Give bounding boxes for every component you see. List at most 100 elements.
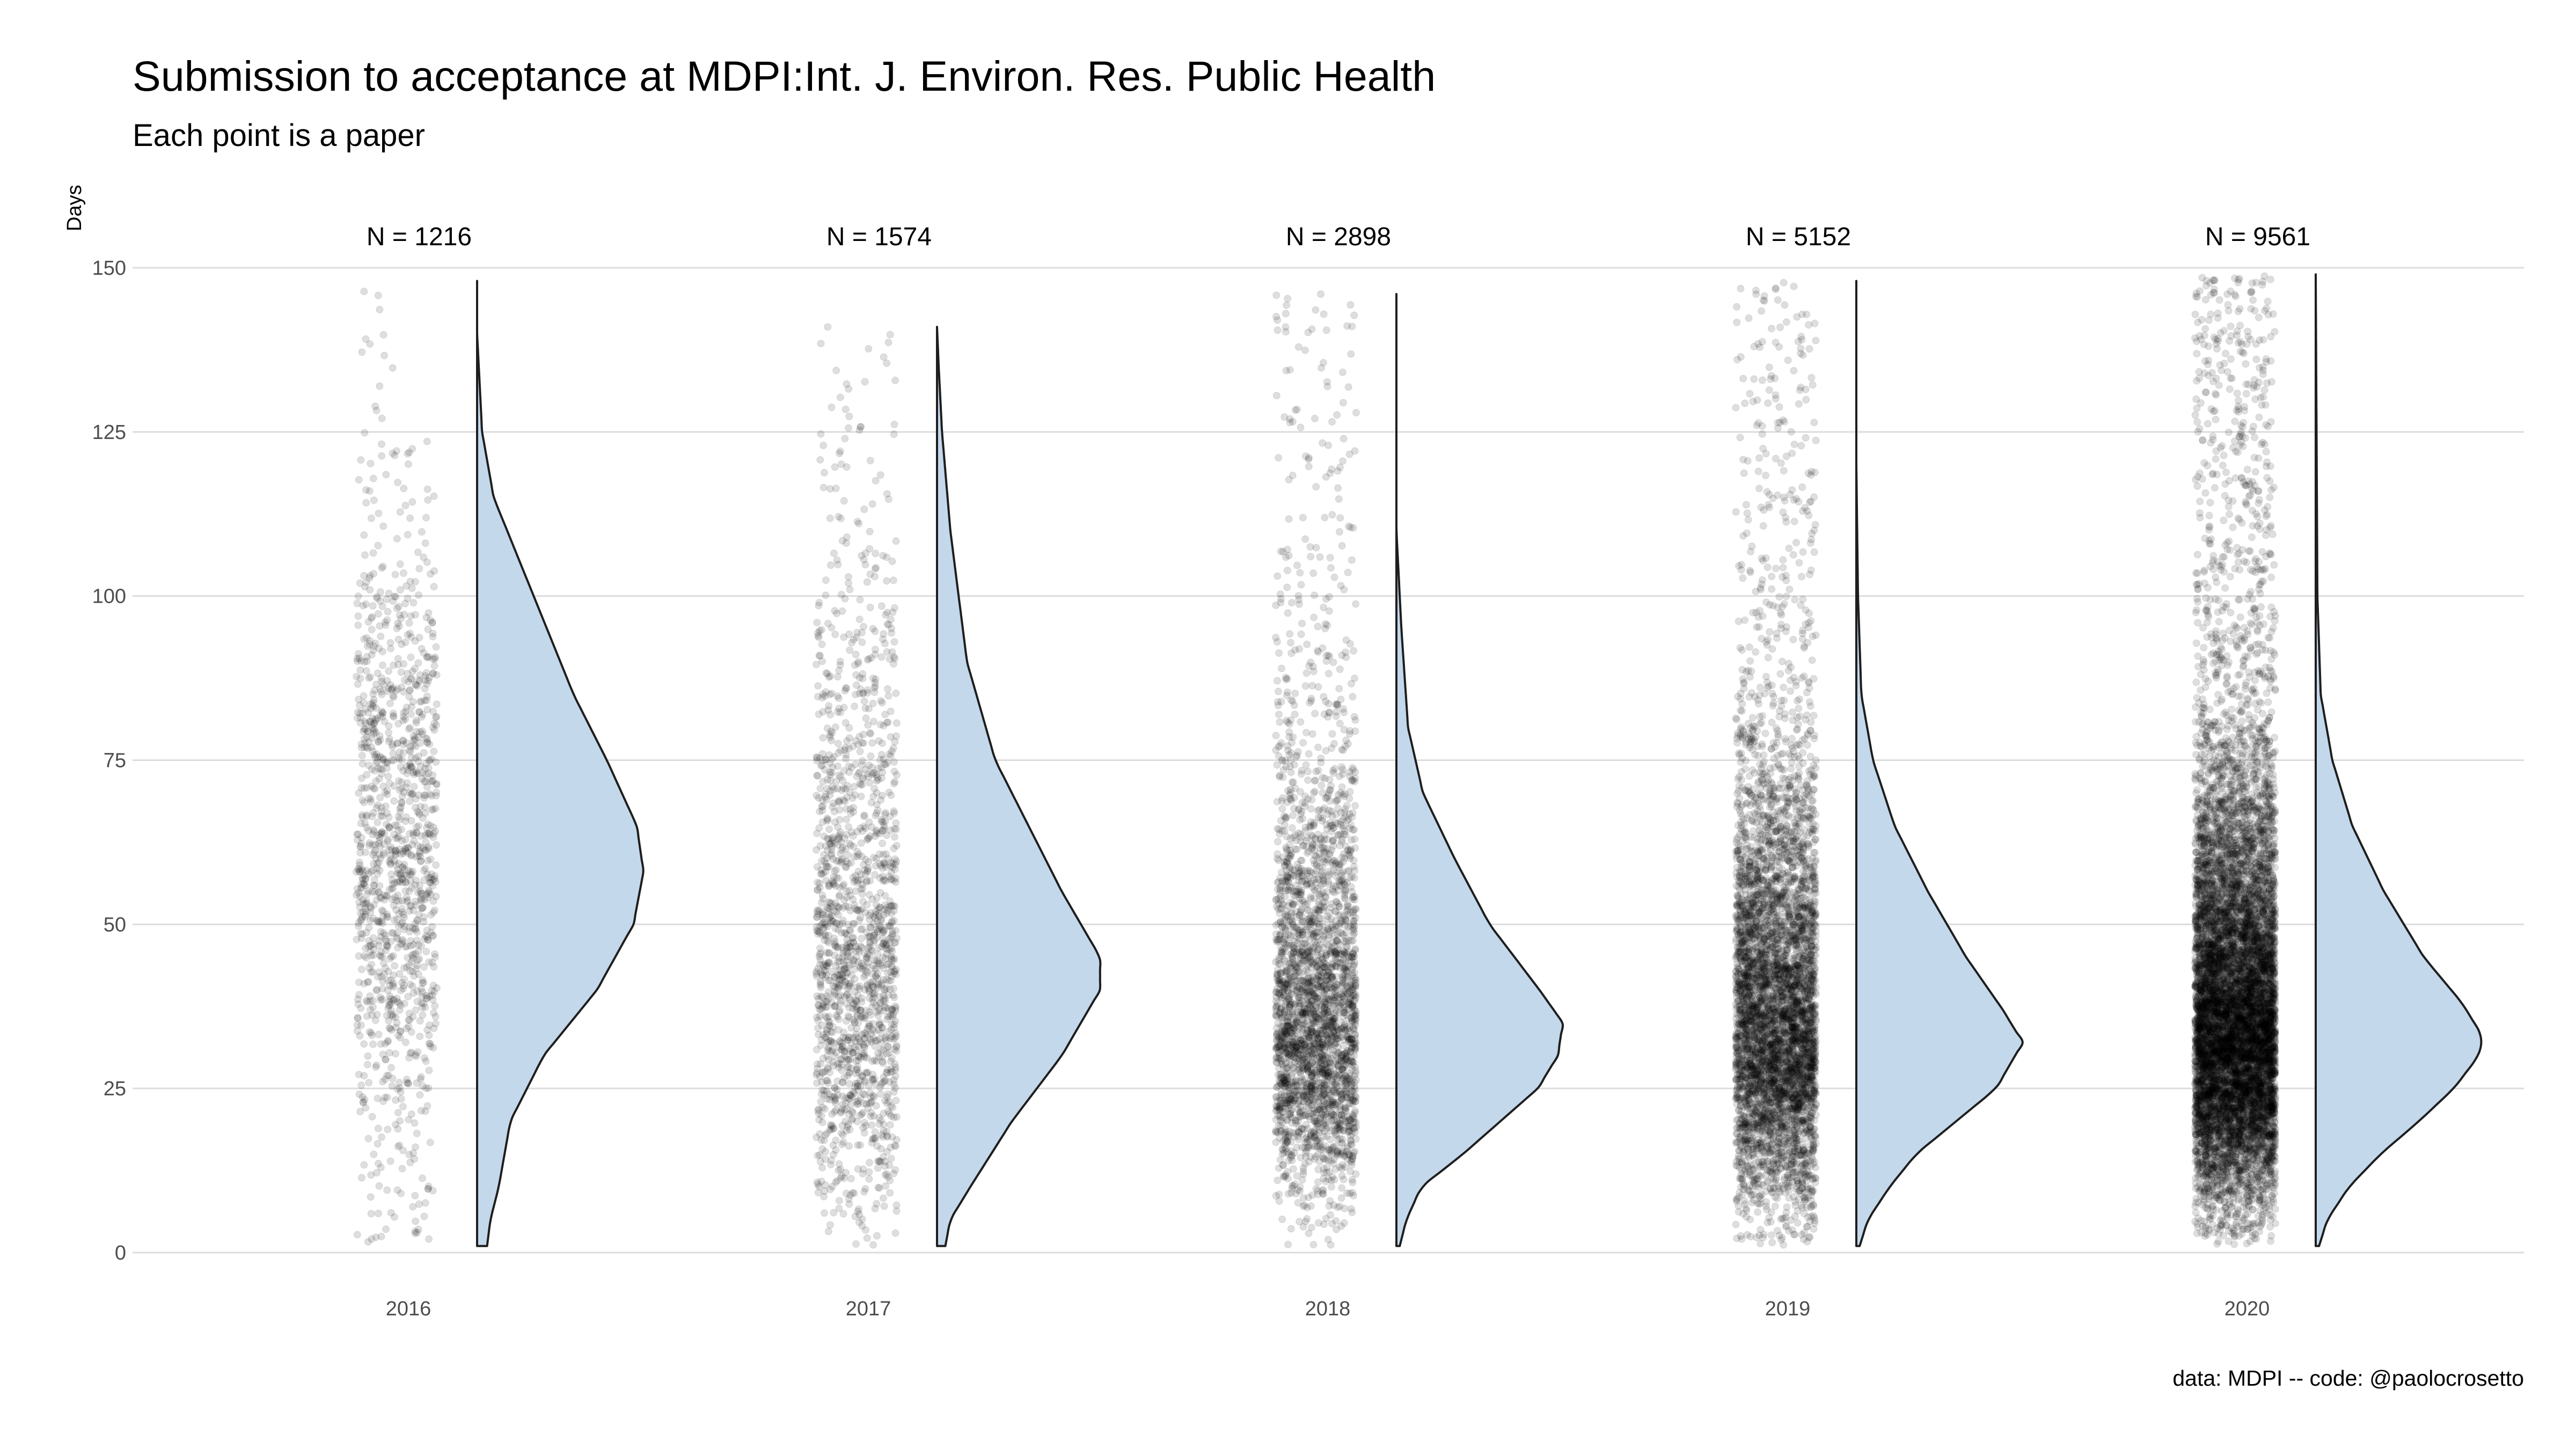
- data-point: [402, 704, 411, 712]
- data-point: [358, 813, 367, 821]
- data-point: [414, 888, 422, 896]
- data-point: [1278, 805, 1286, 813]
- data-point: [398, 799, 406, 807]
- data-point: [360, 979, 368, 987]
- data-point: [864, 864, 872, 872]
- data-point: [358, 1174, 365, 1182]
- data-point: [851, 1018, 859, 1026]
- data-point: [357, 456, 365, 464]
- data-point: [426, 757, 433, 765]
- data-point: [817, 899, 825, 907]
- data-point: [386, 639, 394, 647]
- data-point: [857, 870, 865, 879]
- data-point: [405, 961, 413, 969]
- data-point: [871, 573, 879, 581]
- data-point: [870, 1112, 878, 1120]
- data-point: [867, 752, 875, 760]
- data-point: [389, 750, 397, 758]
- data-point: [394, 834, 402, 842]
- data-point: [377, 917, 385, 925]
- data-point: [872, 675, 880, 683]
- data-point: [873, 1232, 881, 1240]
- data-point: [354, 830, 362, 838]
- data-point: [425, 887, 433, 895]
- data-point: [1276, 772, 1284, 780]
- data-point: [429, 806, 437, 814]
- data-point: [415, 955, 423, 963]
- data-point: [831, 938, 839, 946]
- data-point: [886, 897, 894, 905]
- data-point: [379, 661, 386, 669]
- data-point: [835, 892, 843, 901]
- data-point: [425, 936, 433, 944]
- data-point: [384, 608, 392, 616]
- data-point: [1335, 685, 1343, 693]
- data-point: [860, 739, 868, 747]
- data-point: [852, 691, 860, 699]
- data-point: [361, 551, 369, 559]
- data-point: [367, 917, 374, 925]
- data-point: [831, 463, 839, 471]
- data-point: [890, 758, 898, 766]
- data-point: [394, 943, 402, 952]
- data-point: [398, 756, 406, 764]
- data-point: [877, 751, 885, 759]
- data-point: [355, 1071, 363, 1079]
- data-point: [881, 817, 889, 825]
- data-point: [824, 323, 832, 331]
- data-point: [876, 1035, 883, 1043]
- data-point: [423, 696, 431, 704]
- data-point: [354, 650, 362, 658]
- data-point: [406, 747, 414, 754]
- data-point: [369, 474, 377, 482]
- data-point: [416, 857, 425, 865]
- data-point: [829, 855, 837, 863]
- data-point: [403, 1075, 411, 1084]
- data-point: [866, 1159, 873, 1167]
- data-point: [832, 1100, 840, 1107]
- data-point: [1334, 804, 1342, 813]
- data-point: [872, 1001, 880, 1009]
- data-point: [865, 1175, 873, 1183]
- data-point: [1298, 619, 1306, 627]
- data-point: [842, 751, 850, 759]
- data-point: [423, 1102, 431, 1110]
- data-point: [353, 1027, 361, 1035]
- data-point: [1293, 1143, 1301, 1151]
- data-point: [396, 1141, 404, 1150]
- data-point: [890, 420, 898, 428]
- data-point: [385, 824, 393, 832]
- data-point: [839, 1210, 847, 1218]
- data-point: [869, 1020, 877, 1028]
- data-point: [843, 380, 851, 388]
- data-point: [1305, 1104, 1313, 1111]
- data-point: [839, 1131, 847, 1139]
- data-point: [876, 889, 884, 897]
- data-point: [1304, 776, 1312, 784]
- data-point: [823, 785, 831, 793]
- data-point: [400, 925, 408, 933]
- data-point: [408, 584, 416, 592]
- data-point: [389, 597, 397, 605]
- data-point: [877, 917, 885, 925]
- data-point: [879, 839, 887, 847]
- data-point: [379, 331, 387, 339]
- data-point: [821, 1012, 829, 1020]
- data-point: [853, 853, 861, 861]
- data-point: [844, 1072, 852, 1080]
- data-point: [363, 1060, 371, 1069]
- data-point: [849, 920, 857, 927]
- data-point: [827, 1125, 835, 1133]
- data-point: [857, 926, 865, 934]
- data-point: [840, 1174, 848, 1182]
- data-point: [876, 471, 884, 479]
- data-point: [406, 630, 414, 638]
- data-point: [357, 657, 365, 665]
- data-point: [843, 737, 851, 745]
- data-point: [1314, 1178, 1322, 1186]
- data-point: [383, 791, 391, 799]
- data-point: [406, 514, 414, 522]
- data-point: [425, 1066, 433, 1074]
- data-point: [851, 975, 859, 983]
- data-point: [1349, 895, 1357, 903]
